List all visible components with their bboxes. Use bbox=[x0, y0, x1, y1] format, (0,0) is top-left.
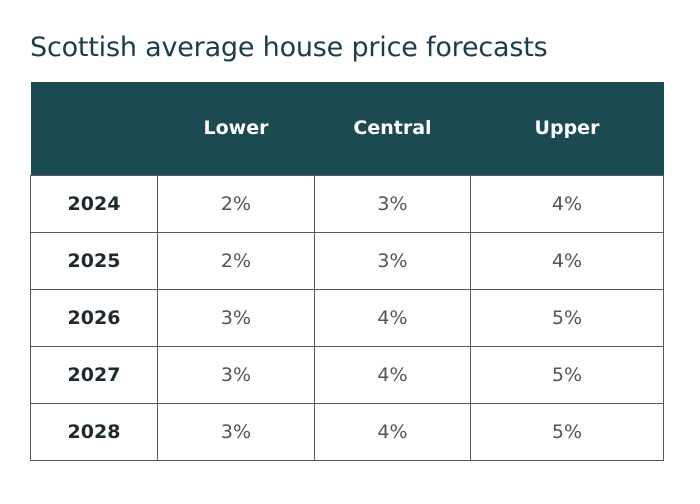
cell-central: 4% bbox=[314, 402, 471, 461]
cell-lower: 3% bbox=[157, 345, 315, 404]
header-year-column bbox=[31, 82, 158, 175]
page-title: Scottish average house price forecasts bbox=[30, 32, 548, 63]
cell-central: 3% bbox=[314, 231, 471, 290]
cell-upper: 5% bbox=[470, 288, 664, 347]
table-row: 2027 3% 4% 5% bbox=[30, 345, 664, 404]
cell-upper: 4% bbox=[470, 174, 664, 233]
table-row: 2025 2% 3% 4% bbox=[30, 231, 664, 290]
row-year: 2025 bbox=[30, 231, 158, 290]
header-lower: Lower bbox=[203, 117, 269, 140]
cell-lower: 3% bbox=[157, 402, 315, 461]
header-upper: Upper bbox=[534, 117, 600, 140]
cell-upper: 4% bbox=[470, 231, 664, 290]
table-row: 2028 3% 4% 5% bbox=[30, 402, 664, 461]
cell-central: 4% bbox=[314, 345, 471, 404]
table-row: 2026 3% 4% 5% bbox=[30, 288, 664, 347]
header-row: Lower Central Upper bbox=[30, 82, 664, 175]
cell-lower: 3% bbox=[157, 288, 315, 347]
row-year: 2024 bbox=[30, 174, 158, 233]
table-header: Lower Central Upper bbox=[30, 82, 664, 175]
cell-upper: 5% bbox=[470, 345, 664, 404]
row-year: 2028 bbox=[30, 402, 158, 461]
table-body: 2024 2% 3% 4% 2025 2% 3% 4% 2026 3% 4% 5… bbox=[30, 174, 664, 461]
forecast-table: Lower Central Upper 2024 2% 3% 4% 2025 2… bbox=[30, 82, 664, 461]
cell-lower: 2% bbox=[157, 231, 315, 290]
cell-central: 3% bbox=[314, 174, 471, 233]
table-row: 2024 2% 3% 4% bbox=[30, 174, 664, 233]
header-central: Central bbox=[353, 117, 432, 140]
cell-central: 4% bbox=[314, 288, 471, 347]
cell-upper: 5% bbox=[470, 402, 664, 461]
row-year: 2026 bbox=[30, 288, 158, 347]
cell-lower: 2% bbox=[157, 174, 315, 233]
row-year: 2027 bbox=[30, 345, 158, 404]
